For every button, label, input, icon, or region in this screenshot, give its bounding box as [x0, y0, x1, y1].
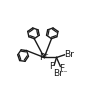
Text: F: F	[49, 62, 54, 71]
Text: F: F	[59, 64, 65, 73]
Text: Br: Br	[64, 50, 74, 59]
Text: Br⁻: Br⁻	[53, 69, 67, 78]
Text: P: P	[39, 53, 45, 62]
Text: +: +	[43, 52, 49, 58]
